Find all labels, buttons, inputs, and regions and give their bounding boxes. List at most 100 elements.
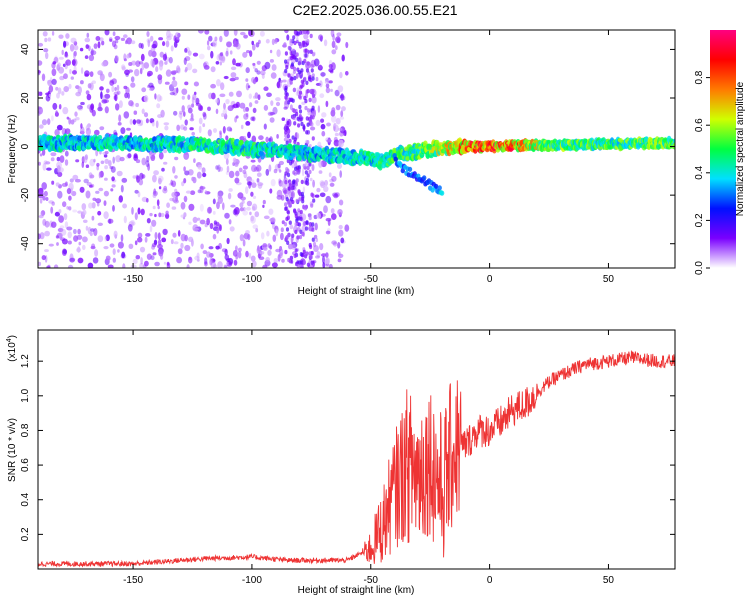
- heatmap-speckle: [213, 220, 217, 225]
- heatmap-speckle: [249, 211, 252, 216]
- heatmap-speckle: [304, 48, 308, 53]
- heatmap-speckle: [147, 163, 151, 171]
- heatmap-ridge-cell: [167, 136, 173, 142]
- heatmap-speckle: [223, 113, 228, 120]
- heatmap-speckle: [146, 31, 150, 37]
- heatmap-speckle: [189, 117, 195, 122]
- heatmap-speckle: [56, 124, 63, 131]
- heatmap-speckle: [180, 124, 185, 130]
- heatmap-speckle: [240, 124, 244, 130]
- heatmap-speckle: [340, 93, 345, 101]
- heatmap-speckle: [287, 200, 291, 205]
- heatmap-speckle: [265, 257, 271, 262]
- heatmap-speckle: [339, 116, 345, 120]
- heatmap-speckle: [300, 191, 304, 197]
- heatmap-speckle: [273, 168, 278, 174]
- heatmap-speckle: [159, 63, 163, 71]
- heatmap-speckle: [219, 93, 226, 98]
- heatmap-speckle: [38, 42, 44, 47]
- heatmap-speckle: [184, 119, 188, 126]
- heatmap-speckle: [283, 106, 288, 110]
- heatmap-speckle: [65, 59, 72, 66]
- heatmap-speckle: [275, 101, 281, 107]
- heatmap-speckle: [72, 174, 79, 180]
- heatmap-speckle: [39, 153, 43, 157]
- heatmap-speckle: [308, 242, 312, 248]
- heatmap-speckle: [219, 224, 222, 232]
- heatmap-speckle: [256, 178, 260, 183]
- heatmap-speckle: [291, 180, 296, 185]
- chart-title: C2E2.2025.036.00.55.E21: [292, 2, 458, 18]
- heatmap-speckle: [122, 203, 127, 209]
- heatmap-speckle: [206, 251, 212, 258]
- heatmap-speckle: [270, 217, 276, 224]
- heatmap-speckle: [120, 234, 124, 243]
- heatmap-speckle: [104, 150, 109, 155]
- heatmap-speckle: [262, 204, 265, 208]
- heatmap-speckle: [187, 50, 192, 56]
- heatmap-speckle: [261, 73, 265, 79]
- heatmap-speckle: [154, 213, 157, 218]
- heatmap-speckle: [286, 190, 290, 195]
- heatmap-ridge-cell: [39, 146, 44, 151]
- heatmap-branch-cell: [433, 183, 439, 189]
- heatmap-speckle: [113, 230, 118, 238]
- heatmap-speckle: [89, 231, 93, 237]
- heatmap-speckle: [129, 118, 133, 125]
- heatmap-speckle: [121, 66, 126, 71]
- heatmap-speckle: [55, 235, 60, 239]
- heatmap-speckle: [103, 200, 107, 207]
- heatmap-speckle: [234, 76, 239, 81]
- heatmap-speckle: [80, 101, 85, 106]
- heatmap-speckle: [311, 96, 317, 104]
- heatmap-speckle: [161, 237, 167, 243]
- heatmap-speckle: [278, 169, 282, 173]
- heatmap-speckle: [239, 102, 246, 109]
- heatmap-speckle: [325, 83, 330, 89]
- heatmap-speckle: [251, 40, 254, 46]
- heatmap-speckle: [316, 187, 321, 193]
- heatmap-speckle: [320, 181, 326, 188]
- heatmap-speckle: [91, 80, 97, 84]
- heatmap-speckle: [162, 53, 167, 61]
- heatmap-speckle: [320, 72, 326, 77]
- heatmap-ridge-cell: [238, 139, 244, 146]
- heatmap-speckle: [284, 68, 288, 74]
- heatmap-speckle: [297, 190, 301, 196]
- heatmap-speckle: [165, 210, 169, 216]
- heatmap-speckle: [90, 228, 95, 232]
- heatmap-speckle: [274, 38, 278, 44]
- heatmap-speckle: [99, 126, 105, 131]
- heatmap-speckle: [219, 132, 222, 140]
- heatmap-speckle: [108, 160, 112, 167]
- heatmap-speckle: [337, 85, 344, 93]
- heatmap-speckle: [134, 240, 138, 246]
- heatmap-speckle: [69, 178, 74, 183]
- heatmap-speckle: [217, 261, 223, 268]
- heatmap-speckle: [300, 68, 304, 73]
- heatmap-speckle: [104, 106, 109, 114]
- heatmap-speckle: [123, 34, 128, 39]
- heatmap-speckle: [164, 125, 169, 131]
- heatmap-speckle: [232, 209, 238, 216]
- heatmap-speckle: [179, 110, 183, 115]
- heatmap-speckle: [297, 61, 301, 66]
- heatmap-speckle: [57, 62, 61, 68]
- heatmap-speckle: [44, 220, 50, 228]
- heatmap-speckle: [163, 161, 168, 165]
- spectrogram-heatmap: [38, 30, 675, 268]
- colorbar: [710, 30, 736, 268]
- heatmap-speckle: [55, 110, 58, 116]
- heatmap-speckle: [296, 116, 300, 122]
- heatmap-speckle: [301, 231, 305, 237]
- heatmap-speckle: [325, 87, 331, 94]
- heatmap-speckle: [247, 131, 251, 139]
- heatmap-speckle: [56, 242, 59, 246]
- heatmap-speckle: [295, 52, 299, 57]
- heatmap-speckle: [296, 67, 300, 72]
- heatmap-speckle: [242, 165, 248, 170]
- heatmap-speckle: [155, 120, 159, 129]
- spectrogram-y-ticks: -40 -20 0 20 40: [20, 43, 675, 251]
- heatmap-speckle: [331, 40, 336, 49]
- heatmap-speckle: [285, 65, 289, 70]
